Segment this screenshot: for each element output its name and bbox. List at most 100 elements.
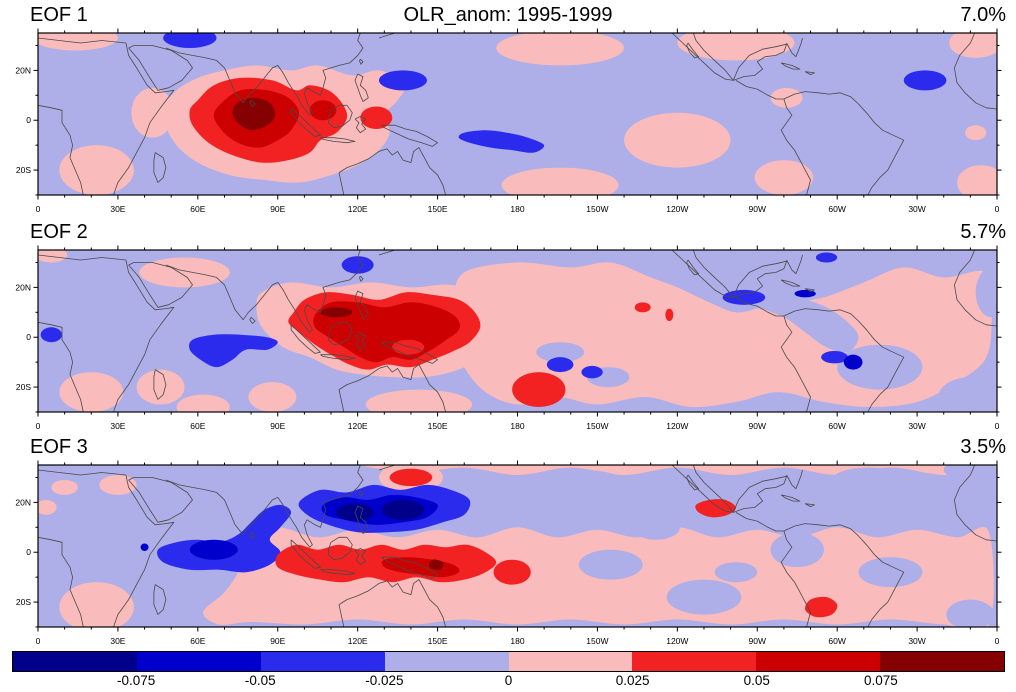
coastline [359, 275, 364, 282]
coastline [165, 479, 278, 536]
coastline [381, 124, 438, 147]
coastline [113, 259, 175, 412]
x-tick-label: 180 [510, 636, 524, 646]
x-tick-label: 60W [828, 636, 845, 646]
coastline [113, 42, 175, 195]
eof1-variance: 7.0% [960, 4, 1006, 26]
coastline [38, 254, 126, 261]
x-tick-label: 150E [428, 636, 448, 646]
coastline [354, 505, 369, 534]
coastline [38, 469, 126, 476]
x-tick-label: 30E [110, 204, 125, 214]
x-tick-label: 0 [36, 204, 41, 214]
y-tick-label: 20N [15, 65, 31, 75]
x-tick-label: 60E [190, 636, 205, 646]
x-tick-label: 90E [270, 421, 285, 431]
coastline [277, 250, 364, 333]
coastline [249, 100, 256, 107]
panel-header-2: EOF 2 5.7% [0, 219, 1016, 245]
coastline [290, 324, 321, 354]
coastline [783, 91, 905, 195]
coastline [805, 503, 815, 507]
x-tick-label: 120E [348, 421, 368, 431]
coastline [165, 264, 278, 321]
coastline [780, 98, 811, 195]
coastline [38, 37, 126, 44]
coastline [381, 341, 438, 364]
x-tick-label: 0 [36, 421, 41, 431]
coastline [153, 152, 167, 183]
coastline [249, 532, 256, 539]
coastline [780, 279, 801, 287]
coastline [359, 58, 364, 65]
y-tick-label: 20S [16, 165, 31, 175]
coastline [338, 389, 345, 412]
coastline [780, 494, 801, 502]
panel-header-1: EOF 1 OLR_anom: 1995-1999 7.0% [0, 2, 1016, 28]
coastline [786, 254, 803, 275]
x-tick-label: 60E [190, 421, 205, 431]
coastline [338, 147, 446, 195]
coastline [128, 45, 193, 91]
coastline [381, 556, 438, 579]
x-tick-label: 0 [995, 421, 1000, 431]
map-fill-layer [38, 33, 997, 195]
colorbar-label: 0.025 [615, 673, 650, 688]
eof3-variance: 3.5% [960, 436, 1006, 458]
eof2-label: EOF 2 [30, 221, 88, 243]
coastline [354, 73, 369, 102]
x-tick-label: 30E [110, 421, 125, 431]
colorbar-label: 0.075 [863, 673, 898, 688]
map-fill-layer [38, 465, 997, 627]
coastline [671, 33, 734, 81]
x-tick-label: 90W [749, 421, 766, 431]
coastline [128, 477, 193, 523]
x-tick-label: 150E [428, 204, 448, 214]
coastline [783, 308, 905, 412]
coastline [786, 469, 803, 490]
coastline [954, 33, 997, 110]
colorbar-segment [13, 652, 137, 671]
colorbar-segment [384, 652, 509, 671]
coastline [153, 584, 167, 615]
coastline [780, 315, 811, 412]
coastline [328, 321, 353, 346]
coastline [354, 548, 367, 566]
coastline [686, 42, 699, 59]
coastline [277, 33, 364, 116]
coastline [686, 259, 699, 276]
coastline [165, 47, 278, 104]
colorbar-label: -0.075 [116, 673, 156, 688]
eof3-label: EOF 3 [30, 436, 88, 458]
coastline [338, 364, 446, 412]
x-tick-label: 120W [666, 421, 688, 431]
coastline [783, 523, 905, 627]
x-tick-label: 120W [666, 636, 688, 646]
coastline [805, 71, 815, 75]
colorbar-label: 0.05 [743, 673, 770, 688]
x-tick-label: 90E [270, 204, 285, 214]
colorbar-segment [136, 652, 261, 671]
eof1-map: 0 30E 60E 90E 120E 150E 180 150W 120W 90W 60W 30W 0 2… [15, 28, 1002, 214]
map-fill-layer [38, 250, 997, 412]
x-tick-label: 150W [586, 636, 608, 646]
x-tick-label: 90W [749, 636, 766, 646]
coastline [359, 490, 364, 497]
coastline [354, 333, 367, 351]
coastline [378, 33, 396, 39]
coastline [113, 474, 175, 627]
y-tick-label: 0 [26, 332, 31, 342]
eof2-map: 0 30E 60E 90E 120E 150E 180 150W 120W 90W 60W 30W 0 2… [15, 245, 1002, 431]
colorbar-label: -0.05 [244, 673, 276, 688]
coastline [338, 604, 345, 627]
y-tick-label: 0 [26, 547, 31, 557]
coastline [320, 137, 356, 144]
coastline [378, 465, 396, 471]
x-tick-label: 0 [36, 636, 41, 646]
colorbar [12, 651, 1005, 672]
x-tick-label: 30W [908, 636, 925, 646]
eof1-label: EOF 1 [30, 4, 88, 26]
coastline [686, 474, 699, 491]
coastline [328, 536, 353, 561]
